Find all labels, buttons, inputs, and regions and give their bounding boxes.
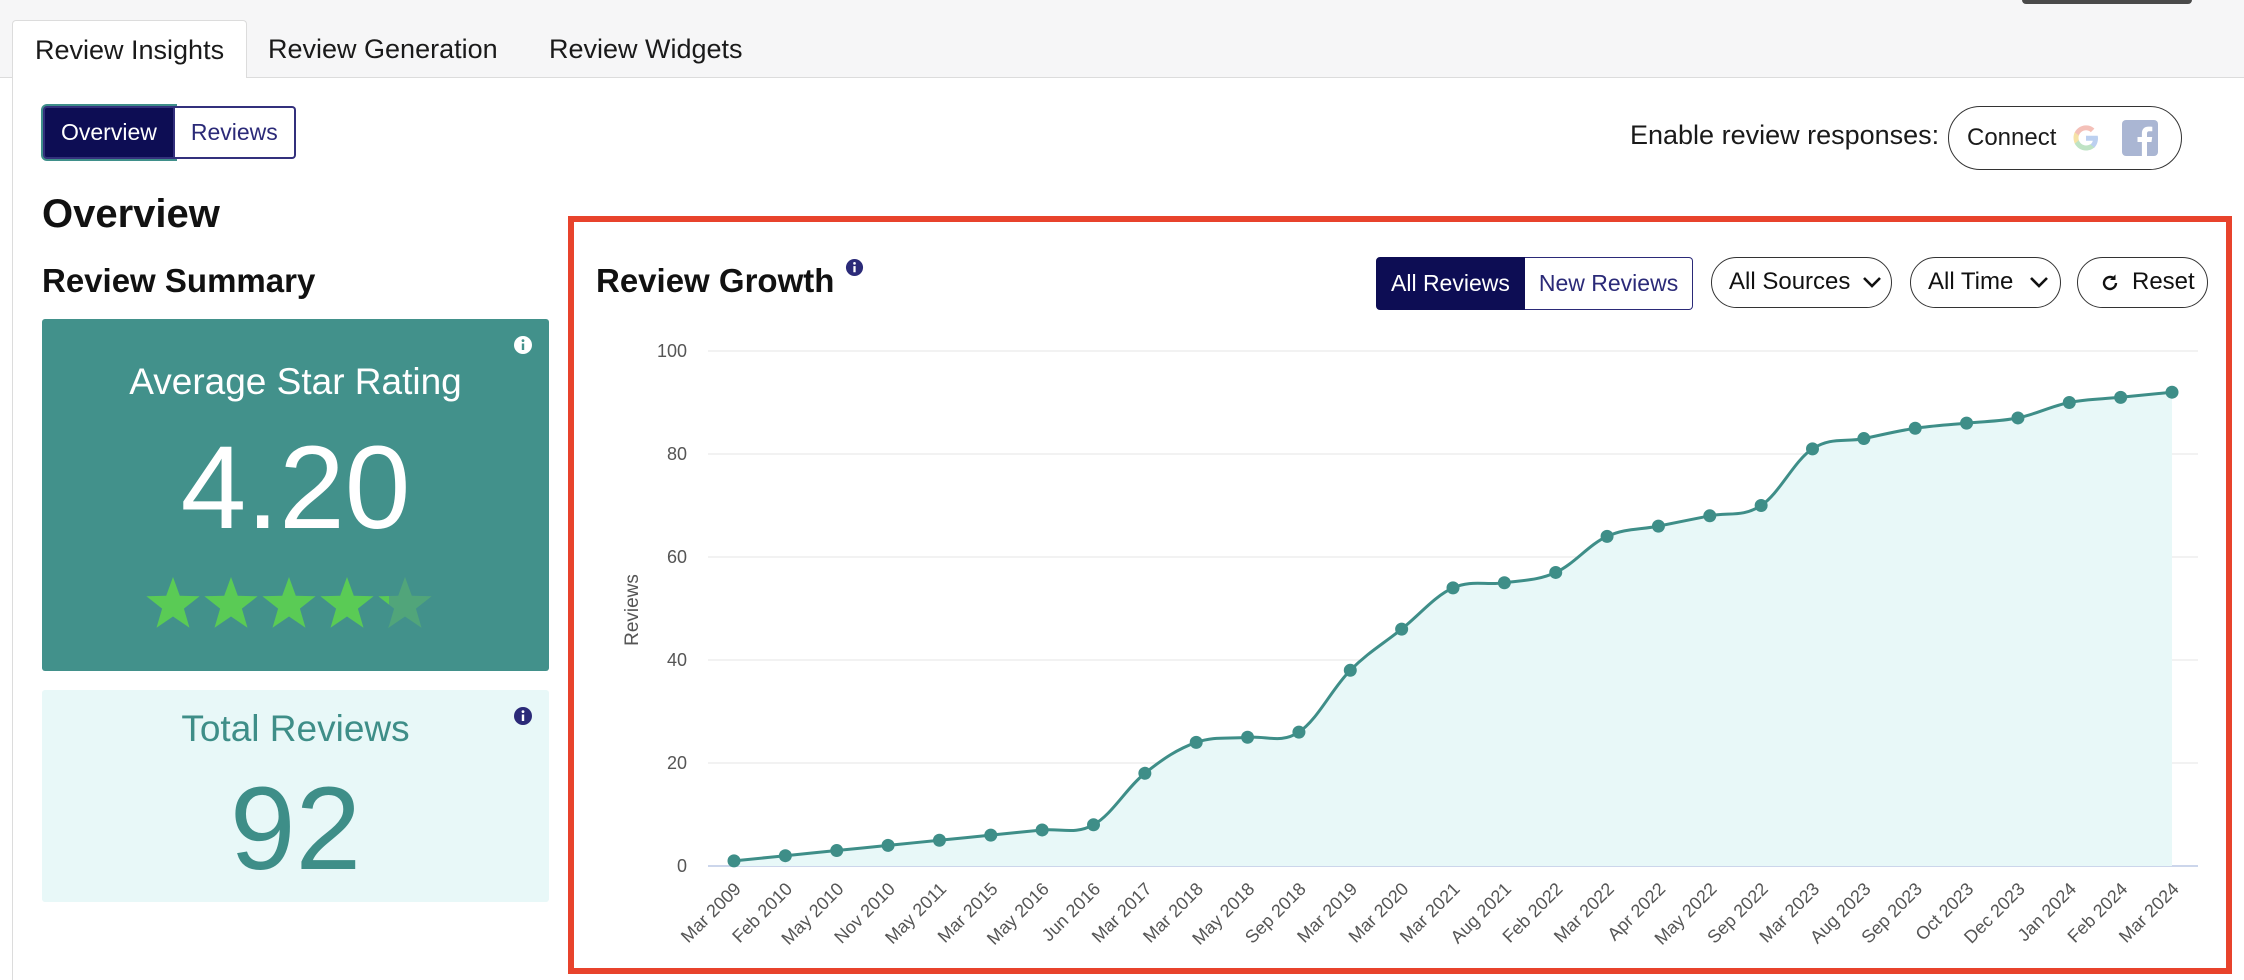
time-range-dropdown[interactable]: All Time — [1910, 257, 2061, 308]
data-point[interactable] — [2114, 390, 2128, 404]
data-point[interactable] — [984, 828, 998, 842]
info-icon[interactable] — [845, 258, 864, 277]
reset-button[interactable]: Reset — [2077, 257, 2208, 308]
review-summary-heading: Review Summary — [42, 262, 316, 299]
data-point[interactable] — [1395, 622, 1409, 636]
data-point[interactable] — [2011, 411, 2025, 425]
google-icon — [2073, 125, 2099, 151]
data-point[interactable] — [830, 844, 844, 858]
y-tick-label: 40 — [667, 650, 687, 670]
data-point[interactable] — [1497, 576, 1511, 590]
data-point[interactable] — [727, 854, 741, 868]
data-point[interactable] — [1908, 421, 1922, 435]
top-right-control — [2022, 0, 2192, 4]
total-reviews-value: 92 — [229, 763, 362, 895]
all-reviews-button[interactable]: All Reviews — [1376, 257, 1525, 310]
chart-title: Review Growth — [596, 262, 835, 299]
reviews-toggle-button[interactable]: Reviews — [174, 106, 296, 159]
review-type-toggle: All Reviews New Reviews — [1376, 257, 1694, 310]
tab-review-widgets[interactable]: Review Widgets — [549, 34, 743, 64]
star-icon — [146, 577, 200, 628]
total-reviews-title: Total Reviews — [181, 708, 410, 749]
overview-toggle-button[interactable]: Overview — [43, 106, 175, 159]
data-point[interactable] — [1189, 735, 1203, 749]
data-point[interactable] — [1549, 565, 1563, 579]
data-point[interactable] — [1754, 499, 1768, 512]
time-range-dropdown-label: All Time — [1928, 268, 2014, 295]
data-point[interactable] — [1343, 663, 1357, 677]
star-icon — [204, 577, 258, 628]
data-point[interactable] — [1651, 519, 1665, 533]
average-rating-value: 4.20 — [180, 422, 411, 554]
chevron-down-icon — [2030, 277, 2048, 288]
data-point[interactable] — [1600, 529, 1614, 543]
y-tick-label: 20 — [667, 753, 687, 773]
data-point[interactable] — [1087, 818, 1100, 832]
tab-review-generation[interactable]: Review Generation — [268, 34, 498, 64]
data-point[interactable] — [1857, 432, 1871, 446]
star-icon — [320, 577, 374, 628]
data-point[interactable] — [881, 838, 895, 852]
star-icon — [262, 577, 316, 628]
new-reviews-button[interactable]: New Reviews — [1524, 257, 1694, 310]
info-icon[interactable] — [513, 335, 533, 355]
sources-dropdown[interactable]: All Sources — [1711, 257, 1892, 308]
star-icon — [378, 577, 432, 628]
data-point[interactable] — [2165, 385, 2179, 399]
average-rating-card: Average Star Rating 4.20 — [42, 319, 549, 671]
y-tick-label: 0 — [677, 856, 687, 876]
data-point[interactable] — [778, 849, 792, 863]
data-point[interactable] — [1138, 766, 1152, 780]
data-point[interactable] — [1806, 442, 1819, 456]
sources-dropdown-label: All Sources — [1729, 268, 1851, 295]
y-tick-label: 100 — [657, 341, 687, 361]
connect-button[interactable]: Connect — [1948, 106, 2182, 170]
y-tick-label: 60 — [667, 547, 687, 567]
data-point[interactable] — [1703, 509, 1717, 523]
info-icon[interactable] — [513, 706, 533, 726]
enable-responses-label: Enable review responses: — [1630, 120, 1940, 150]
chart-area-fill — [734, 392, 2172, 866]
average-rating-title: Average Star Rating — [129, 361, 462, 402]
data-point[interactable] — [1446, 581, 1460, 595]
page-title: Overview — [42, 192, 220, 236]
data-point[interactable] — [1241, 730, 1255, 744]
facebook-icon — [2122, 120, 2159, 156]
data-point[interactable] — [1960, 416, 1974, 430]
star-rating — [146, 577, 432, 628]
tab-review-insights[interactable]: Review Insights — [12, 20, 248, 79]
data-point[interactable] — [1292, 725, 1306, 739]
total-reviews-card: Total Reviews 92 — [42, 690, 549, 902]
reset-label: Reset — [2132, 268, 2195, 295]
y-axis-title: Reviews — [622, 574, 643, 646]
data-point[interactable] — [932, 833, 946, 847]
refresh-icon — [2102, 274, 2118, 291]
tab-bar: Review Insights Review Generation Review… — [0, 0, 2244, 79]
y-tick-label: 80 — [667, 444, 687, 464]
connect-label: Connect — [1967, 124, 2057, 151]
data-point[interactable] — [2062, 396, 2076, 409]
data-point[interactable] — [1035, 823, 1049, 837]
view-toggle: Overview Reviews — [43, 106, 296, 159]
chevron-down-icon — [1863, 277, 1881, 288]
